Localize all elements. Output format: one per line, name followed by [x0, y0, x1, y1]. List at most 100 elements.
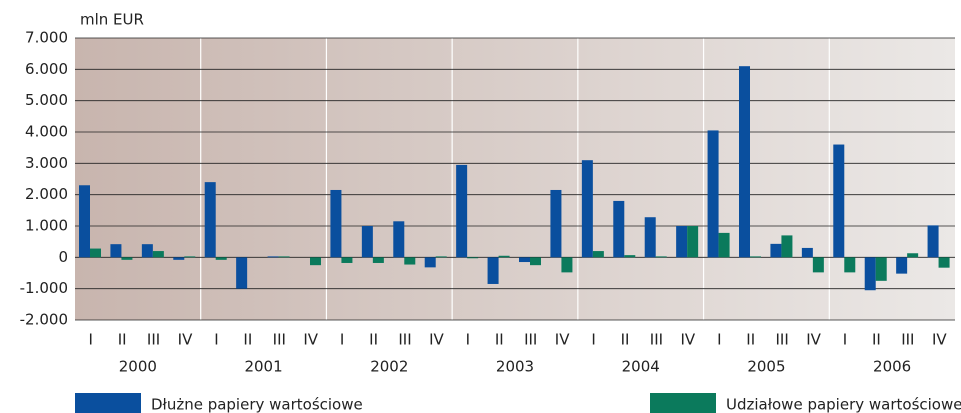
x-tick-label: IV — [303, 331, 318, 349]
bar — [330, 189, 342, 258]
x-tick-label: I — [717, 331, 721, 349]
legend-swatch — [650, 393, 716, 413]
bar — [624, 255, 636, 258]
legend-label: Dłużne papiery wartościowe — [151, 396, 363, 413]
bar — [750, 256, 761, 258]
x-tick-label: II — [621, 331, 630, 349]
bar — [184, 256, 196, 258]
x-tick-label: IV — [932, 331, 947, 349]
bar — [530, 257, 541, 266]
year-label: 2001 — [244, 358, 282, 376]
x-tick-label: IV — [806, 331, 821, 349]
bar — [173, 257, 185, 260]
y-tick-label: 0 — [58, 248, 68, 266]
bar — [875, 257, 887, 281]
x-tick-label: II — [369, 331, 378, 349]
bar — [204, 182, 216, 258]
bar — [141, 244, 153, 258]
bar — [393, 221, 405, 258]
x-tick-label: III — [398, 331, 411, 349]
bar — [927, 225, 939, 258]
x-tick-label: II — [872, 331, 881, 349]
year-label: 2006 — [873, 358, 911, 376]
bar — [707, 130, 719, 258]
bar — [90, 248, 101, 258]
bar — [267, 256, 279, 258]
legend-swatch — [75, 393, 141, 413]
bar — [781, 235, 793, 258]
bar — [278, 256, 290, 258]
bar — [435, 256, 447, 258]
year-label: 2000 — [119, 358, 157, 376]
bar — [424, 257, 436, 268]
y-tick-label: 1.000 — [25, 217, 68, 235]
x-tick-label: IV — [555, 331, 570, 349]
bar — [907, 253, 919, 258]
x-tick-label: III — [901, 331, 914, 349]
year-label: 2004 — [622, 358, 660, 376]
x-tick-label: III — [524, 331, 537, 349]
bar — [310, 257, 321, 266]
y-tick-label: 4.000 — [25, 123, 68, 141]
year-label: 2003 — [496, 358, 534, 376]
bar — [739, 66, 750, 258]
bar — [498, 255, 510, 258]
y-tick-label: 6.000 — [25, 60, 68, 78]
year-label: 2002 — [370, 358, 408, 376]
bar — [519, 257, 530, 263]
bar — [770, 243, 782, 258]
year-label: 2005 — [747, 358, 785, 376]
x-tick-label: II — [118, 331, 127, 349]
plot-background — [75, 38, 955, 320]
y-tick-label: 2.000 — [25, 185, 68, 203]
x-tick-label: II — [495, 331, 504, 349]
bar — [801, 247, 813, 258]
bar — [581, 160, 593, 258]
y-tick-label: -2.000 — [20, 311, 68, 329]
x-tick-label: IV — [681, 331, 696, 349]
x-tick-label: IV — [429, 331, 444, 349]
bar — [613, 200, 625, 258]
bar — [812, 257, 824, 273]
bar — [121, 257, 133, 260]
bar — [215, 257, 227, 260]
bar — [152, 251, 164, 258]
x-tick-label: I — [88, 331, 92, 349]
y-tick-label: -1.000 — [20, 279, 68, 297]
bar — [487, 257, 499, 284]
bar — [456, 164, 468, 258]
x-tick-label: III — [147, 331, 160, 349]
bar — [550, 189, 562, 258]
y-tick-label: 7.000 — [25, 29, 68, 47]
bar — [687, 226, 699, 258]
bar — [833, 144, 845, 258]
legend-label: Udziałowe papiery wartościowe — [726, 396, 961, 413]
bar — [361, 226, 373, 258]
y-tick-label: 5.000 — [25, 91, 68, 109]
bar — [718, 232, 730, 258]
x-tick-label: I — [843, 331, 847, 349]
y-axis-label: mln EUR — [80, 11, 144, 29]
bar — [844, 257, 856, 273]
bar — [592, 251, 604, 258]
bar — [341, 257, 353, 263]
bar — [864, 257, 876, 291]
bar — [676, 226, 688, 258]
x-tick-label: IV — [178, 331, 193, 349]
x-tick-label: III — [650, 331, 663, 349]
bar — [110, 244, 122, 258]
bar — [404, 257, 416, 265]
bar — [561, 257, 573, 273]
bar — [79, 185, 90, 258]
bar — [644, 217, 656, 258]
y-tick-label: 3.000 — [25, 154, 68, 172]
x-tick-label: II — [243, 331, 252, 349]
x-tick-label: II — [746, 331, 755, 349]
bar — [236, 257, 248, 289]
x-tick-label: III — [776, 331, 789, 349]
x-tick-label: I — [340, 331, 344, 349]
bar — [938, 257, 950, 268]
bar — [467, 257, 479, 259]
x-tick-label: I — [466, 331, 470, 349]
